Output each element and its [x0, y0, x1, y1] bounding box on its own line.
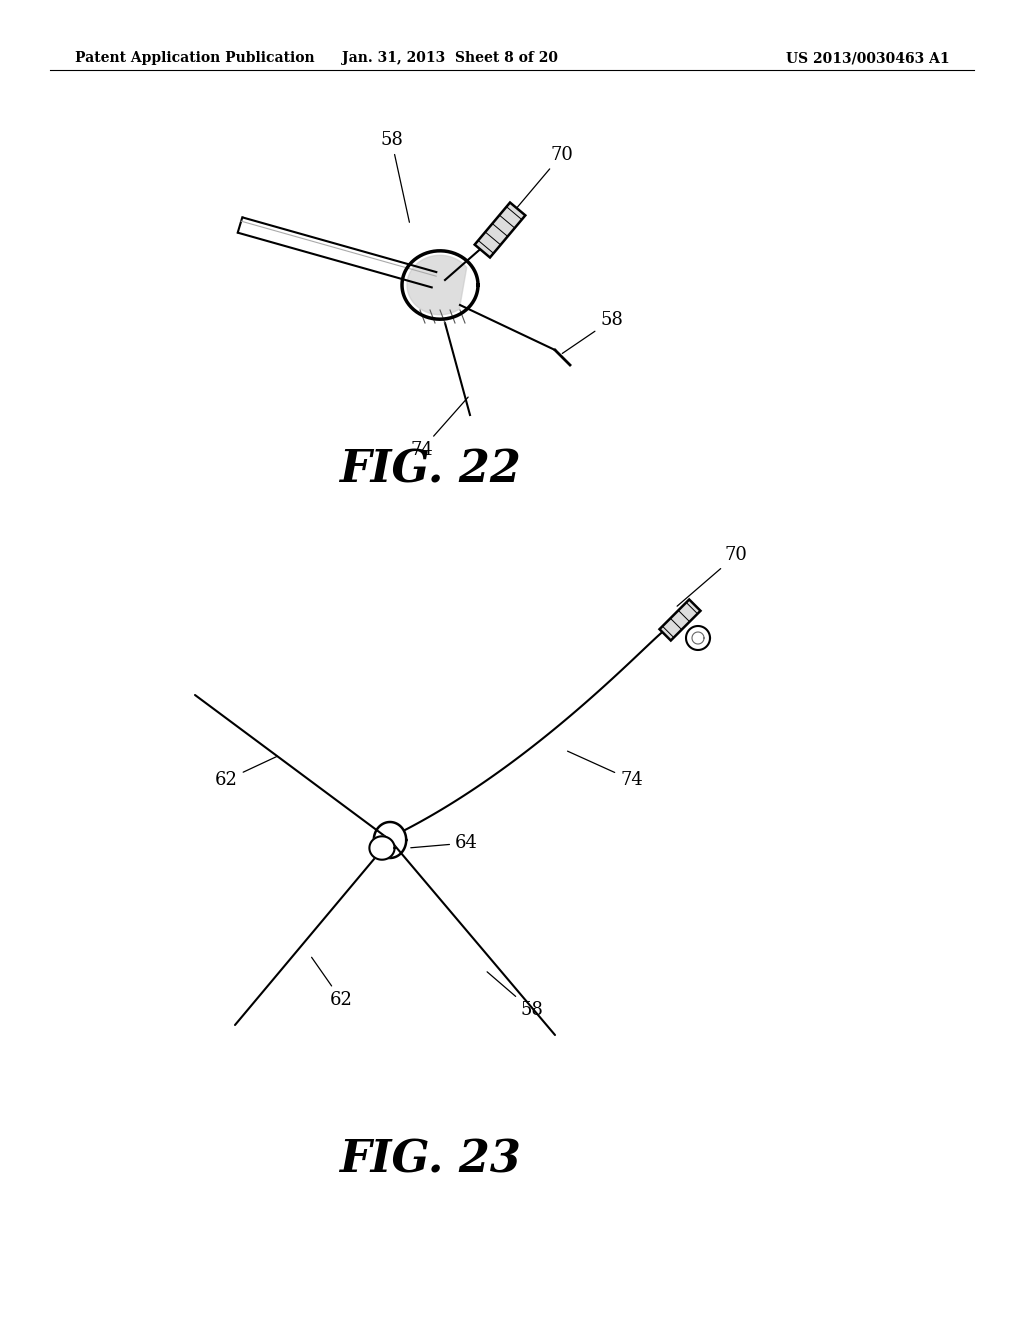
Text: 70: 70 [517, 147, 572, 207]
Text: US 2013/0030463 A1: US 2013/0030463 A1 [786, 51, 950, 65]
Text: Jan. 31, 2013  Sheet 8 of 20: Jan. 31, 2013 Sheet 8 of 20 [342, 51, 558, 65]
Text: 62: 62 [311, 957, 353, 1008]
Polygon shape [370, 837, 394, 859]
Text: 74: 74 [567, 751, 643, 789]
Text: 58: 58 [562, 312, 623, 354]
Text: 70: 70 [677, 546, 748, 606]
Text: 64: 64 [411, 834, 478, 851]
Text: 58: 58 [380, 131, 410, 222]
Text: Patent Application Publication: Patent Application Publication [75, 51, 314, 65]
Text: FIG. 23: FIG. 23 [339, 1138, 521, 1181]
Text: FIG. 22: FIG. 22 [339, 449, 521, 491]
Polygon shape [659, 599, 700, 640]
Text: 74: 74 [410, 397, 468, 459]
Text: 58: 58 [487, 972, 543, 1019]
Polygon shape [407, 255, 467, 314]
Text: 62: 62 [215, 756, 278, 789]
Polygon shape [475, 202, 525, 257]
